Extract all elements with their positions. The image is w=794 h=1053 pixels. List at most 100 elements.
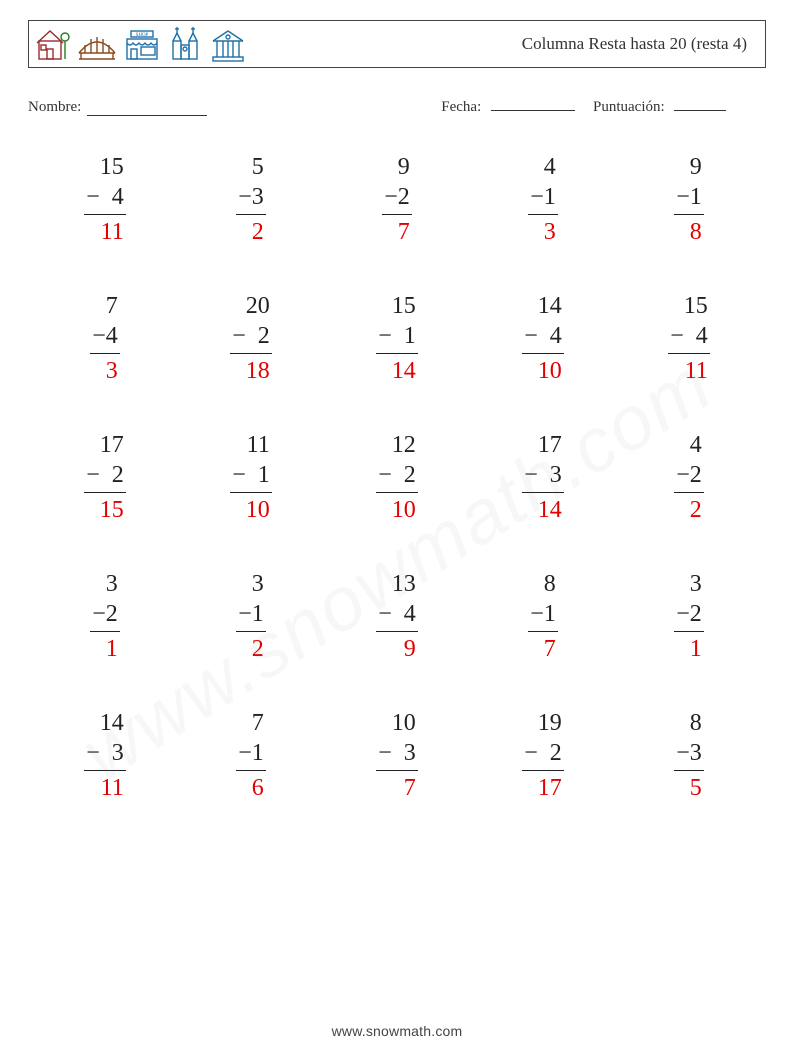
answer: 3 xyxy=(90,354,120,386)
problem-cell: 4−13 xyxy=(470,152,616,247)
subtrahend-row: − 4 xyxy=(668,321,710,354)
answer: 7 xyxy=(528,632,558,664)
subtraction-stack: 20− 218 xyxy=(230,291,272,386)
name-label: Nombre: xyxy=(28,99,81,116)
subtraction-stack: 7−16 xyxy=(236,708,266,803)
subtraction-stack: 14− 311 xyxy=(84,708,126,803)
svg-text:SHOP: SHOP xyxy=(136,33,149,38)
subtrahend-row: − 3 xyxy=(376,738,418,771)
minuend: 17 xyxy=(522,430,564,460)
minuend: 12 xyxy=(376,430,418,460)
problems-grid: 15− 4115−329−274−139−187−4320− 21815− 11… xyxy=(28,152,766,803)
answer: 1 xyxy=(90,632,120,664)
answer: 10 xyxy=(376,493,418,525)
minuend: 7 xyxy=(90,291,120,321)
problem-cell: 20− 218 xyxy=(178,291,324,386)
minuend: 4 xyxy=(528,152,558,182)
subtraction-stack: 17− 314 xyxy=(522,430,564,525)
worksheet-title: Columna Resta hasta 20 (resta 4) xyxy=(522,34,751,54)
minuend: 3 xyxy=(236,569,266,599)
bridge-icon xyxy=(77,27,117,63)
minuend: 15 xyxy=(84,152,126,182)
subtraction-stack: 3−21 xyxy=(674,569,704,664)
subtraction-stack: 5−32 xyxy=(236,152,266,247)
subtraction-stack: 12− 210 xyxy=(376,430,418,525)
subtrahend-row: − 3 xyxy=(522,460,564,493)
answer: 14 xyxy=(376,354,418,386)
subtrahend-row: − 3 xyxy=(84,738,126,771)
subtrahend-row: −1 xyxy=(528,599,558,632)
bank-icon xyxy=(209,27,247,63)
answer: 7 xyxy=(382,215,412,247)
minuend: 7 xyxy=(236,708,266,738)
subtraction-stack: 10− 37 xyxy=(376,708,418,803)
minuend: 4 xyxy=(674,430,704,460)
answer: 14 xyxy=(522,493,564,525)
subtrahend-row: − 4 xyxy=(84,182,126,215)
score-blank[interactable] xyxy=(674,96,726,111)
minuend: 17 xyxy=(84,430,126,460)
answer: 2 xyxy=(674,493,704,525)
problem-cell: 14− 311 xyxy=(32,708,178,803)
subtraction-stack: 15− 411 xyxy=(668,291,710,386)
minuend: 15 xyxy=(376,291,418,321)
worksheet-header: SHOP xyxy=(28,20,766,68)
answer: 10 xyxy=(522,354,564,386)
problem-cell: 8−35 xyxy=(616,708,762,803)
answer: 11 xyxy=(84,215,126,247)
footer-url: www.snowmath.com xyxy=(0,1023,794,1039)
answer: 5 xyxy=(674,771,704,803)
subtraction-stack: 4−13 xyxy=(528,152,558,247)
answer: 9 xyxy=(376,632,418,664)
header-icons: SHOP xyxy=(35,25,247,63)
subtrahend-row: −3 xyxy=(674,738,704,771)
church-icon xyxy=(167,25,203,63)
shop-icon: SHOP xyxy=(123,27,161,63)
subtrahend-row: −1 xyxy=(236,599,266,632)
subtraction-stack: 11− 110 xyxy=(230,430,272,525)
subtraction-stack: 3−21 xyxy=(90,569,120,664)
minuend: 13 xyxy=(376,569,418,599)
minuend: 10 xyxy=(376,708,418,738)
problem-cell: 15− 114 xyxy=(324,291,470,386)
answer: 18 xyxy=(230,354,272,386)
subtraction-stack: 9−27 xyxy=(382,152,412,247)
problem-cell: 5−32 xyxy=(178,152,324,247)
problem-cell: 7−43 xyxy=(32,291,178,386)
info-row: Nombre: Fecha: Puntuación: xyxy=(28,96,766,116)
date-label: Fecha: xyxy=(441,99,481,115)
subtrahend-row: − 1 xyxy=(230,460,272,493)
problem-cell: 17− 314 xyxy=(470,430,616,525)
problem-cell: 9−27 xyxy=(324,152,470,247)
subtrahend-row: − 4 xyxy=(522,321,564,354)
minuend: 19 xyxy=(522,708,564,738)
subtraction-stack: 8−17 xyxy=(528,569,558,664)
problem-cell: 9−18 xyxy=(616,152,762,247)
answer: 6 xyxy=(236,771,266,803)
answer: 10 xyxy=(230,493,272,525)
problem-cell: 15− 411 xyxy=(616,291,762,386)
date-blank[interactable] xyxy=(491,96,575,111)
answer: 2 xyxy=(236,632,266,664)
answer: 3 xyxy=(528,215,558,247)
answer: 2 xyxy=(236,215,266,247)
minuend: 3 xyxy=(674,569,704,599)
minuend: 15 xyxy=(668,291,710,321)
problem-cell: 4−22 xyxy=(616,430,762,525)
subtrahend-row: −2 xyxy=(90,599,120,632)
name-blank[interactable] xyxy=(87,101,207,116)
subtrahend-row: −1 xyxy=(236,738,266,771)
subtrahend-row: − 2 xyxy=(230,321,272,354)
answer: 11 xyxy=(84,771,126,803)
problem-cell: 13− 49 xyxy=(324,569,470,664)
subtraction-stack: 4−22 xyxy=(674,430,704,525)
subtrahend-row: − 2 xyxy=(84,460,126,493)
subtraction-stack: 7−43 xyxy=(90,291,120,386)
answer: 8 xyxy=(674,215,704,247)
subtrahend-row: −2 xyxy=(382,182,412,215)
problem-cell: 14− 410 xyxy=(470,291,616,386)
subtrahend-row: −3 xyxy=(236,182,266,215)
problem-cell: 8−17 xyxy=(470,569,616,664)
subtrahend-row: − 1 xyxy=(376,321,418,354)
house-icon xyxy=(35,27,71,63)
